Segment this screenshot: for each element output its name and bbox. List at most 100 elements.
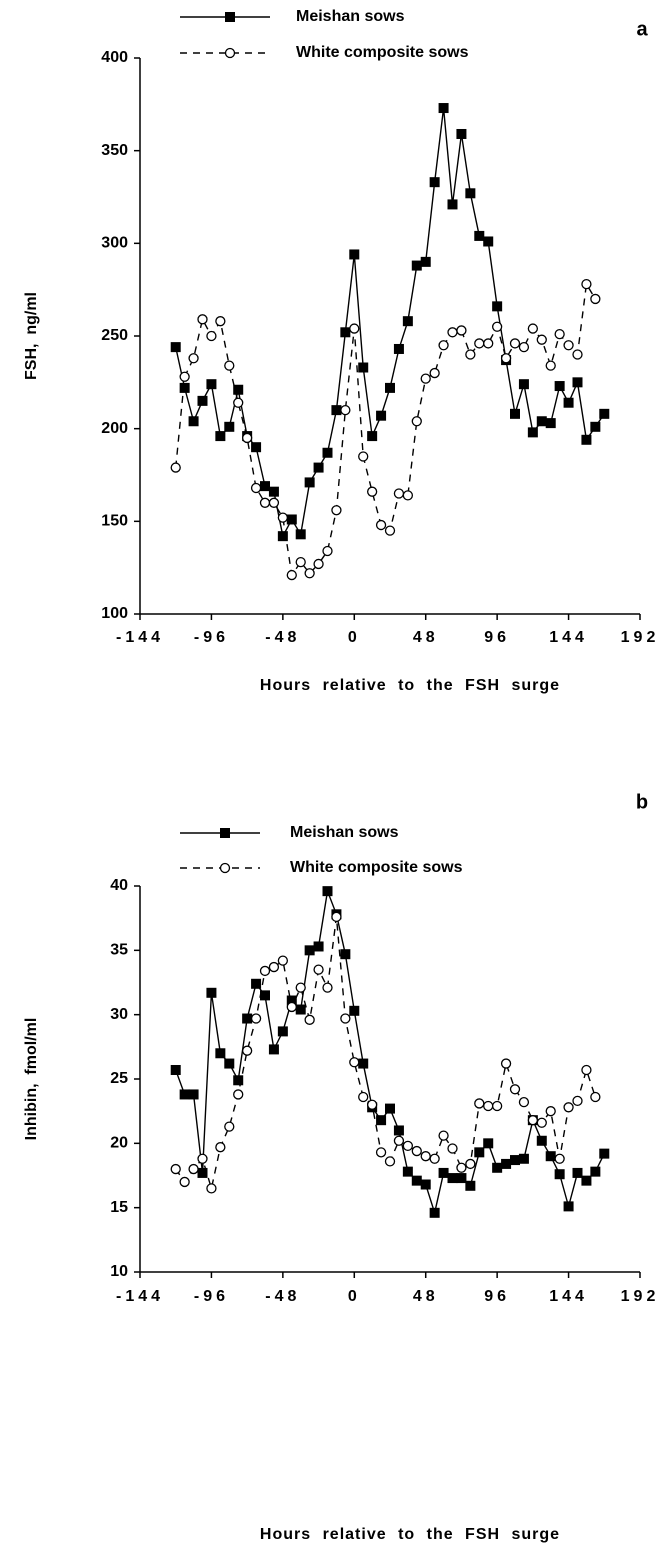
marker — [474, 1098, 485, 1109]
marker — [268, 1044, 279, 1055]
marker — [599, 1148, 610, 1159]
marker — [241, 1045, 253, 1056]
marker — [581, 278, 592, 290]
x-tick-label: 192 — [621, 629, 659, 646]
marker — [393, 343, 404, 354]
y-tick-label: 30 — [110, 1006, 128, 1023]
marker — [429, 177, 440, 188]
legend-marker — [219, 862, 231, 874]
legend-label: Meishan sows — [296, 8, 405, 25]
marker — [313, 558, 324, 570]
marker — [260, 990, 270, 1001]
marker — [501, 1158, 512, 1169]
marker — [349, 1057, 360, 1068]
marker — [509, 338, 521, 349]
marker — [483, 236, 494, 247]
marker — [304, 568, 315, 579]
x-tick-label: 48 — [413, 629, 439, 646]
marker — [233, 384, 244, 395]
marker — [491, 321, 503, 332]
marker — [277, 512, 289, 523]
marker — [188, 353, 199, 364]
marker — [304, 477, 315, 488]
marker — [188, 1163, 199, 1175]
marker — [358, 451, 369, 462]
y-tick-label: 100 — [101, 605, 128, 622]
marker — [286, 1001, 297, 1013]
marker — [179, 1089, 190, 1100]
marker — [411, 416, 422, 427]
marker — [304, 945, 315, 956]
marker — [241, 432, 253, 444]
marker — [527, 1115, 539, 1126]
marker — [474, 338, 485, 349]
marker — [536, 334, 547, 345]
legend-marker — [224, 47, 236, 59]
marker — [393, 1135, 405, 1146]
x-tick-label: 0 — [348, 1288, 361, 1305]
marker — [358, 1058, 369, 1069]
marker — [215, 316, 226, 327]
marker — [224, 1121, 235, 1132]
marker — [491, 1100, 503, 1112]
marker — [438, 103, 449, 114]
y-axis-title: Inhibin, fmol/ml — [23, 1018, 40, 1141]
marker — [545, 360, 556, 371]
marker — [456, 1162, 467, 1173]
marker — [483, 1138, 494, 1149]
marker — [340, 1013, 351, 1024]
marker — [536, 1135, 547, 1146]
marker — [500, 353, 512, 364]
marker — [402, 316, 413, 327]
marker — [179, 371, 190, 382]
marker — [393, 488, 405, 499]
marker — [385, 382, 395, 393]
marker — [313, 941, 324, 952]
legend-label: Meishan sows — [290, 824, 399, 841]
marker — [170, 1064, 181, 1075]
series-line — [175, 107, 605, 539]
x-tick-label: 144 — [549, 1288, 588, 1305]
marker — [492, 1162, 503, 1173]
marker — [420, 256, 431, 267]
marker — [358, 1091, 369, 1103]
marker — [331, 505, 342, 516]
marker — [465, 349, 476, 360]
marker — [170, 342, 181, 353]
marker — [277, 955, 289, 966]
marker — [393, 1125, 404, 1136]
marker — [304, 1014, 315, 1025]
marker — [366, 486, 378, 497]
y-tick-label: 250 — [101, 327, 128, 344]
y-tick-label: 40 — [110, 877, 128, 894]
marker — [340, 404, 351, 416]
y-axis-title: FSH, ng/ml — [23, 292, 40, 380]
marker — [590, 293, 601, 305]
x-tick-label: 0 — [348, 629, 361, 646]
x-axis-title: Hours relative to the FSH surge — [260, 1526, 560, 1543]
marker — [242, 1013, 253, 1024]
marker — [563, 1201, 574, 1212]
marker — [590, 421, 601, 432]
x-tick-label: -144 — [116, 629, 164, 646]
marker — [233, 397, 244, 408]
y-tick-label: 300 — [101, 235, 128, 252]
marker — [197, 1153, 208, 1164]
marker — [465, 188, 476, 199]
x-tick-label: -96 — [194, 629, 229, 646]
marker — [215, 1142, 226, 1153]
marker — [465, 1158, 476, 1170]
marker — [483, 1100, 494, 1112]
marker — [277, 1026, 288, 1037]
marker — [179, 1176, 190, 1188]
marker — [358, 362, 369, 373]
marker — [268, 486, 279, 497]
marker — [456, 128, 467, 139]
legend-label: White composite sows — [296, 44, 469, 61]
marker — [456, 325, 467, 336]
legend-marker — [220, 828, 230, 838]
marker — [197, 314, 208, 325]
marker — [581, 434, 592, 445]
